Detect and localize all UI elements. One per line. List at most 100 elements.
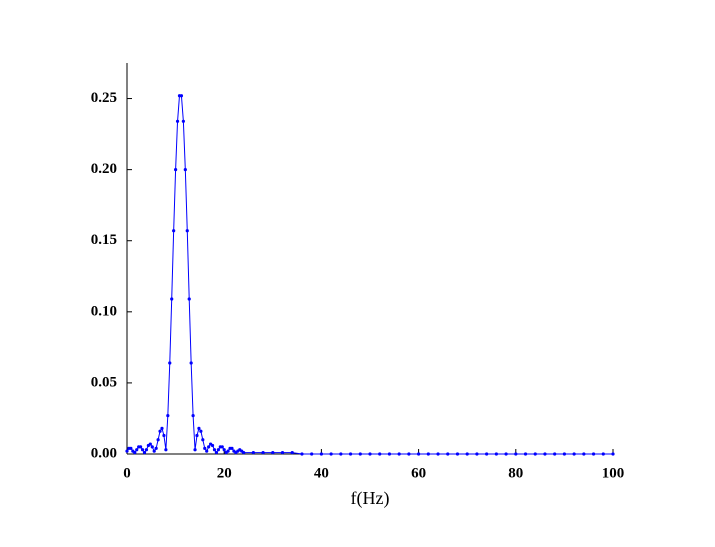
y-tick-label: 0.15	[91, 232, 117, 248]
data-point	[601, 452, 605, 456]
data-point	[179, 94, 184, 98]
data-point	[139, 445, 143, 449]
series-line	[126, 95, 613, 455]
data-point	[271, 450, 275, 455]
data-point	[339, 452, 343, 456]
data-point	[210, 443, 215, 448]
data-point	[455, 452, 460, 456]
data-point	[207, 445, 211, 449]
data-point	[475, 452, 479, 456]
data-point	[193, 448, 197, 452]
y-tick-label: 0.10	[91, 303, 117, 319]
data-point	[205, 449, 209, 453]
data-point	[150, 445, 154, 449]
data-point	[562, 452, 567, 456]
data-point	[572, 452, 576, 456]
x-tick-label: 0	[123, 465, 131, 481]
data-point	[152, 449, 156, 453]
data-point	[368, 452, 372, 456]
data-point	[164, 448, 168, 452]
data-point	[203, 446, 207, 450]
x-tick-label: 20	[217, 465, 232, 481]
data-point	[125, 449, 129, 453]
data-point	[465, 452, 469, 456]
data-point	[242, 450, 246, 455]
data-point	[358, 452, 362, 456]
data-point	[189, 361, 193, 365]
data-point	[197, 426, 201, 431]
data-point	[156, 438, 160, 442]
data-point	[154, 446, 158, 450]
data-point	[348, 452, 353, 456]
data-point	[212, 448, 217, 452]
data-point	[417, 452, 421, 456]
data-point	[494, 452, 498, 456]
data-point	[135, 448, 139, 452]
data-point	[158, 429, 162, 433]
data-point	[170, 297, 174, 301]
data-point	[195, 433, 199, 438]
x-tick-label: 40	[314, 465, 329, 481]
data-point	[290, 450, 294, 455]
data-point	[168, 361, 172, 365]
data-point	[543, 452, 547, 456]
data-point	[407, 452, 411, 456]
data-point	[181, 119, 185, 123]
data-point	[504, 452, 508, 456]
data-point	[175, 119, 180, 123]
data-point	[300, 452, 304, 456]
data-point	[310, 452, 314, 456]
data-point	[319, 452, 323, 456]
data-point	[230, 446, 234, 450]
data-point	[533, 452, 537, 456]
data-point	[174, 168, 178, 172]
data-point	[436, 452, 440, 456]
data-point	[378, 452, 382, 456]
data-point	[261, 450, 265, 455]
data-point	[523, 452, 528, 456]
data-point	[183, 168, 187, 172]
data-point	[611, 452, 615, 456]
data-point	[142, 450, 147, 455]
data-point	[220, 445, 224, 449]
data-point	[187, 297, 191, 301]
data-point	[387, 452, 392, 456]
data-point	[172, 229, 176, 233]
data-point	[140, 448, 145, 452]
data-point	[129, 446, 133, 450]
data-point	[144, 448, 149, 452]
data-point	[201, 438, 205, 442]
data-point	[485, 452, 489, 456]
data-point	[214, 450, 219, 455]
data-point	[397, 452, 401, 456]
data-point	[582, 452, 586, 456]
y-tick-label: 0.20	[91, 161, 117, 177]
data-point	[185, 229, 189, 233]
data-point	[162, 433, 166, 438]
data-point	[226, 449, 230, 453]
data-point	[199, 429, 203, 433]
data-point	[280, 450, 285, 455]
data-point	[191, 414, 195, 418]
data-point	[591, 452, 596, 456]
data-point	[222, 448, 226, 452]
x-tick-label: 60	[411, 465, 426, 481]
x-axis-label: f(Hz)	[351, 488, 390, 509]
data-point	[514, 452, 518, 456]
data-point	[329, 452, 333, 456]
x-tick-label: 80	[508, 465, 523, 481]
data-point	[216, 448, 220, 452]
data-point	[426, 452, 430, 456]
data-point	[133, 450, 137, 455]
data-point	[553, 452, 557, 456]
data-point	[446, 452, 450, 456]
y-tick-label: 0.05	[91, 374, 117, 390]
data-point	[148, 442, 152, 446]
y-tick-label: 0.25	[91, 90, 117, 106]
x-tick-label: 100	[602, 465, 625, 481]
data-point	[160, 426, 164, 431]
data-point	[251, 450, 255, 455]
y-tick-label: 0.00	[91, 445, 117, 461]
